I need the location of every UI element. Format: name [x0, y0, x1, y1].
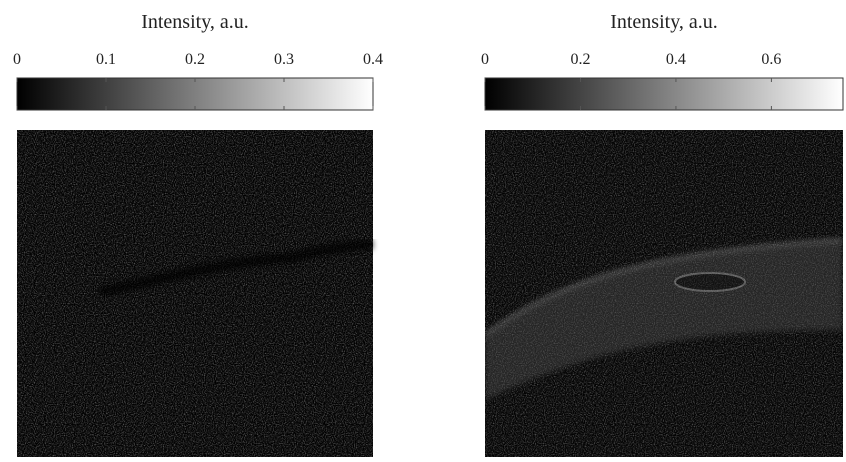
- tick-label: 0: [13, 51, 21, 68]
- tick-label: 0.2: [185, 51, 205, 68]
- figure: Intensity, a.u. 0 0.1 0.2 0.3 0.4 Intensity, a…: [0, 0, 846, 457]
- tick-label: 0: [481, 51, 489, 68]
- right-image: [485, 130, 843, 457]
- tick-label: 0.2: [570, 51, 590, 68]
- tick-label: 0.3: [274, 51, 294, 68]
- tick-label: 0.4: [363, 51, 383, 68]
- colorbar-label: Intensity, a.u.: [610, 11, 718, 33]
- colorbar: [17, 78, 373, 110]
- tick-label: 0.4: [666, 51, 686, 68]
- tick-label: 0.6: [761, 51, 781, 68]
- colorbar-label: Intensity, a.u.: [141, 11, 249, 33]
- tick-label: 0.1: [96, 51, 116, 68]
- left-image: [17, 130, 373, 457]
- colorbar: [485, 78, 843, 110]
